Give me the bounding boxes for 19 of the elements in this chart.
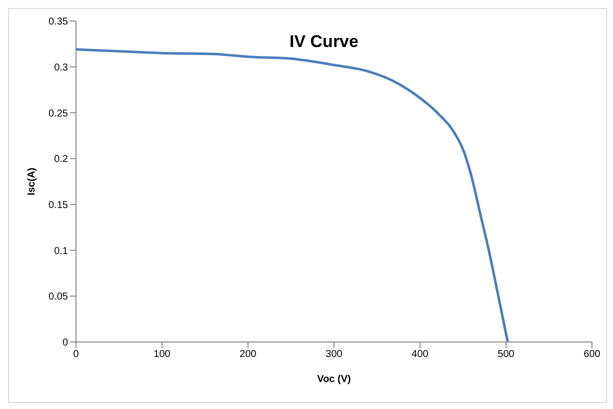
x-tick-label: 500 xyxy=(498,349,515,360)
y-tick-label: 0 xyxy=(62,338,68,349)
y-tick-label: 0.2 xyxy=(54,154,68,166)
text: IV Curve xyxy=(290,32,358,51)
x-tick-label: 0 xyxy=(73,349,80,360)
y-tick-label: 0.25 xyxy=(48,108,68,120)
line-series xyxy=(76,48,509,342)
x-tick-label: 600 xyxy=(584,349,601,360)
x-tick-label: 300 xyxy=(326,349,343,360)
y-tick-label: 0.05 xyxy=(48,292,68,303)
y-tick-label: 0.1 xyxy=(54,246,68,257)
y-tick-label: 0.3 xyxy=(54,62,68,74)
y-tick-label: 0.15 xyxy=(48,200,68,211)
x-tick-label: 400 xyxy=(412,349,429,360)
y-tick-label: 0.35 xyxy=(48,16,68,28)
x-axis-title: Voc (V) xyxy=(317,374,351,385)
x-tick-label: 100 xyxy=(154,349,171,360)
x-tick-label: 200 xyxy=(240,349,257,360)
y-axis-title: Isc(A) xyxy=(26,168,38,196)
